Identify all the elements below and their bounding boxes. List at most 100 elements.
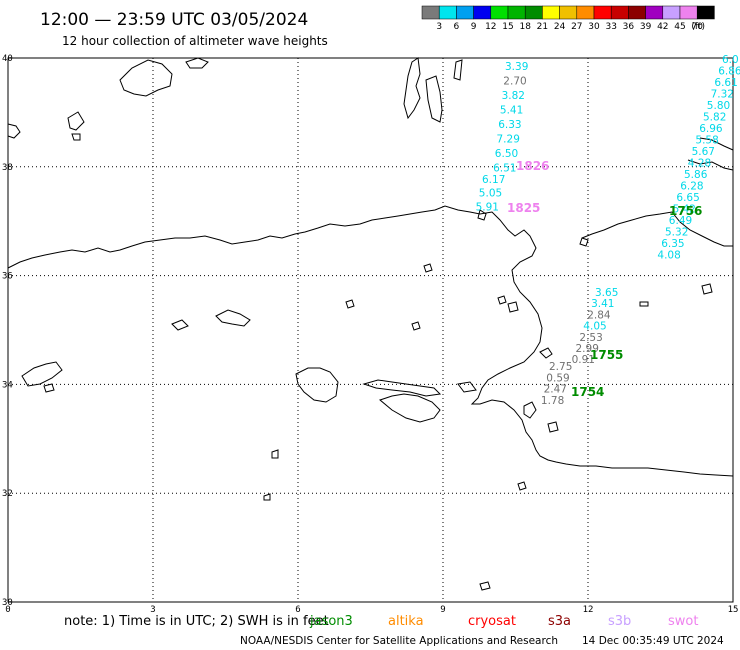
legend-label: 3 bbox=[436, 22, 442, 32]
lat-tick-label: 32 bbox=[2, 489, 13, 499]
legend-swatch bbox=[610, 5, 629, 20]
legend-label: 18 bbox=[519, 22, 531, 32]
balearic-formentera bbox=[71, 133, 81, 141]
legend-label: 27 bbox=[571, 22, 582, 32]
wave-height-value: 6.50 bbox=[495, 148, 518, 160]
legend-unit: (ft) bbox=[691, 22, 705, 32]
lon-tick-label: 15 bbox=[728, 605, 739, 615]
satellite-name: altika bbox=[388, 614, 424, 629]
wave-height-value: 6.61 bbox=[714, 77, 737, 89]
map-frame bbox=[7, 57, 734, 603]
balearic-ibiza bbox=[67, 111, 85, 131]
wave-height-value: 5.42 bbox=[673, 204, 696, 216]
lat-tick-label: 36 bbox=[2, 272, 13, 282]
pass-time-label: 1826 bbox=[516, 159, 549, 173]
sardinia-island bbox=[403, 57, 421, 120]
legend-swatch bbox=[662, 5, 681, 20]
wave-height-value: 6.17 bbox=[482, 174, 505, 186]
chott-fejaj bbox=[362, 379, 442, 397]
wave-height-value: 5.67 bbox=[692, 146, 715, 158]
satellite-name: cryosat bbox=[468, 614, 516, 629]
legend-swatch bbox=[559, 5, 578, 20]
wave-height-value: 5.41 bbox=[500, 105, 523, 117]
wave-height-value: 5.86 bbox=[684, 169, 708, 181]
legend-label: 70 bbox=[691, 22, 703, 32]
malta-island bbox=[701, 283, 713, 295]
wave-height-value: 2.99 bbox=[576, 343, 599, 355]
lon-tick-label: 9 bbox=[440, 605, 445, 615]
map-subtitle: 12 hour collection of altimeter wave hei… bbox=[62, 34, 328, 48]
small-island-n bbox=[453, 59, 463, 81]
wave-height-value: 2.53 bbox=[579, 332, 602, 344]
legend-label: 24 bbox=[554, 22, 566, 32]
wave-height-value: 3.39 bbox=[505, 61, 528, 73]
lon-tick-label: 3 bbox=[150, 605, 155, 615]
spain-coast-fragment bbox=[7, 123, 21, 139]
legend-swatch bbox=[628, 5, 646, 20]
wave-height-value: 4.08 bbox=[657, 250, 680, 262]
wave-height-value: 5.82 bbox=[703, 112, 726, 124]
wave-height-value: 6.49 bbox=[669, 215, 692, 227]
small-lake-1 bbox=[411, 321, 421, 331]
wave-height-value: 6.86 bbox=[718, 66, 740, 78]
sicily-east-coast bbox=[687, 159, 734, 171]
altimeter-tracks: 3.392.703.825.416.337.296.506.51 18266.17… bbox=[476, 54, 740, 407]
wave-height-value: 3.65 bbox=[595, 287, 618, 299]
legend-swatch bbox=[696, 5, 715, 20]
lat-tick-label: 34 bbox=[2, 380, 13, 390]
satellite-name: jason3 bbox=[309, 614, 353, 629]
wave-height-value: 5.32 bbox=[665, 227, 688, 239]
legend-swatch bbox=[576, 5, 595, 20]
chott-gharsa bbox=[457, 381, 477, 393]
legend-swatch bbox=[456, 5, 474, 20]
lake-center-1 bbox=[171, 319, 189, 331]
satellite-name: swot bbox=[668, 614, 698, 629]
legend-swatch bbox=[542, 5, 560, 20]
lake-west bbox=[21, 361, 63, 387]
pass-time-label: 1755 bbox=[590, 348, 623, 362]
wave-height-value: 6.35 bbox=[661, 238, 684, 250]
satellite-name: s3a bbox=[548, 614, 571, 629]
lake-center-2 bbox=[215, 309, 251, 327]
chott-melrhir bbox=[295, 367, 339, 403]
pass-time-label: 1756 bbox=[669, 204, 702, 218]
wave-height-value: 3.82 bbox=[502, 90, 525, 102]
chott-eljerid bbox=[378, 393, 441, 423]
small-lake-10 bbox=[547, 421, 559, 433]
wave-height-value: 6.28 bbox=[680, 181, 703, 193]
footer-timestamp: 14 Dec 00:35:49 UTC 2024 bbox=[582, 635, 724, 647]
legend-label: 15 bbox=[502, 22, 513, 32]
wave-height-value: 2.84 bbox=[587, 309, 611, 321]
legend-label: 9 bbox=[471, 22, 477, 32]
legend-label: 42 bbox=[657, 22, 668, 32]
sicily-coast bbox=[581, 211, 733, 247]
legend-label: 12 bbox=[485, 22, 496, 32]
lat-tick-label: 30 bbox=[2, 598, 13, 608]
wave-height-value: 6.33 bbox=[498, 119, 521, 131]
footer-credit: NOAA/NESDIS Center for Satellite Applica… bbox=[240, 635, 558, 647]
legend-swatch bbox=[473, 5, 492, 20]
small-lake-2 bbox=[345, 299, 355, 309]
legend-label: 30 bbox=[588, 22, 600, 32]
small-lake-7 bbox=[479, 581, 491, 591]
wave-height-value: 0.59 bbox=[546, 372, 569, 384]
lon-tick-label: 12 bbox=[583, 605, 594, 615]
wave-height-value: 3.41 bbox=[591, 298, 614, 310]
color-scale-legend: 3 6 9 12 15 18 21 24 27 30 33 36 39 42 45 70(ft) bbox=[421, 5, 715, 32]
balearic-mallorca bbox=[119, 59, 173, 97]
legend-swatch bbox=[645, 5, 664, 20]
wave-height-value: 6.96 bbox=[699, 123, 723, 135]
wave-height-value: 2.70 bbox=[503, 76, 526, 88]
small-lake-4 bbox=[423, 263, 433, 273]
wave-height-value: 6.51 bbox=[493, 163, 516, 175]
legend-label: 39 bbox=[640, 22, 652, 32]
pantelleria-island bbox=[579, 237, 589, 247]
satellite-pass: 6.17 5.055.91 1825 bbox=[476, 174, 541, 215]
wave-height-value: 4.28 bbox=[688, 158, 711, 170]
wave-height-value: 4.05 bbox=[583, 321, 606, 333]
legend-label: 45 bbox=[674, 22, 685, 32]
satellite-legend: jason3 altika cryosat s3a s3b swot bbox=[309, 614, 698, 629]
legend-label: 33 bbox=[605, 22, 616, 32]
